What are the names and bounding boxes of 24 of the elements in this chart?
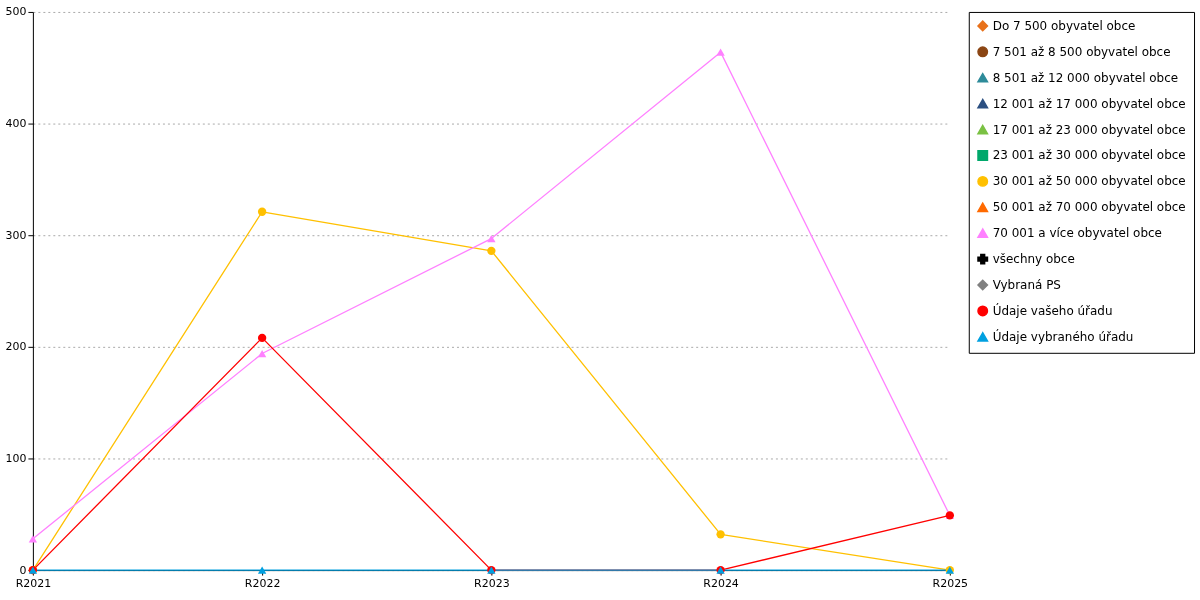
y-tick-label: 200: [5, 340, 27, 354]
legend-label: Do 7 500 obyvatel obce: [992, 18, 1136, 33]
x-tick-label: R2021: [15, 576, 52, 590]
legend-label: 70 001 a více obyvatel obce: [992, 226, 1162, 241]
x-tick-label: R2024: [703, 576, 739, 590]
legend-label: Údaje vybraného úřadu: [992, 328, 1134, 344]
x-tick-label: R2025: [932, 576, 969, 590]
y-tick-label: 0: [19, 563, 27, 577]
legend-label: 12 001 až 17 000 obyvatel obce: [992, 96, 1186, 111]
y-tick-label: 100: [5, 451, 27, 465]
legend-label: 23 001 až 30 000 obyvatel obce: [992, 148, 1186, 163]
x-tick-label: R2023: [474, 576, 510, 590]
legend-label: všechny obce: [992, 252, 1075, 267]
y-tick-label: 400: [5, 117, 27, 131]
legend-label: 8 501 až 12 000 obyvatel obce: [992, 70, 1179, 85]
x-tick-label: R2022: [244, 576, 281, 590]
legend-label: 7 501 až 8 500 obyvatel obce: [992, 44, 1171, 59]
y-tick-label: 500: [5, 5, 27, 19]
y-tick-label: 300: [5, 228, 27, 242]
legend-label: Údaje vašeho úřadu: [992, 302, 1113, 318]
legend-label: 17 001 až 23 000 obyvatel obce: [992, 122, 1186, 137]
legend-label: 30 001 až 50 000 obyvatel obce: [992, 174, 1186, 189]
legend-label: Vybraná PS: [992, 278, 1061, 293]
legend-label: 50 001 až 70 000 obyvatel obce: [992, 200, 1186, 215]
